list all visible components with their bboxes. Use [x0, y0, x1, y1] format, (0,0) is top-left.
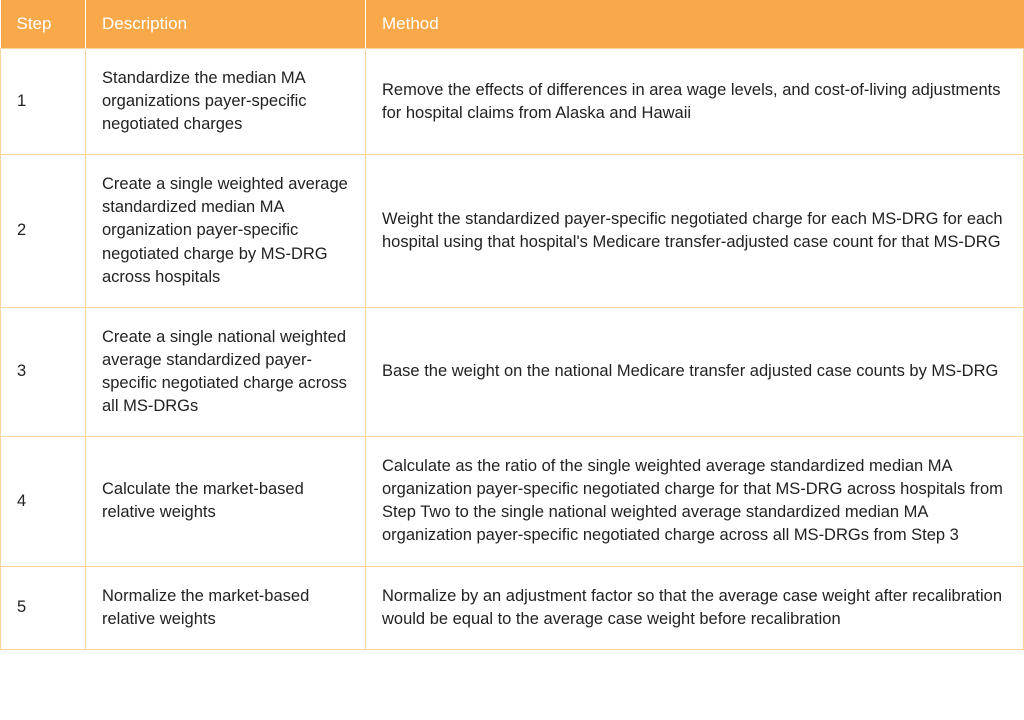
cell-description: Create a single national weighted averag…	[86, 307, 366, 436]
cell-description: Calculate the market-based relative weig…	[86, 437, 366, 566]
header-method: Method	[366, 0, 1024, 49]
cell-description: Create a single weighted average standar…	[86, 155, 366, 307]
table-row: 2 Create a single weighted average stand…	[1, 155, 1024, 307]
table-row: 4 Calculate the market-based relative we…	[1, 437, 1024, 566]
cell-step: 2	[1, 155, 86, 307]
cell-description: Standardize the median MA organizations …	[86, 49, 366, 155]
cell-step: 3	[1, 307, 86, 436]
table-row: 3 Create a single national weighted aver…	[1, 307, 1024, 436]
cell-method: Base the weight on the national Medicare…	[366, 307, 1024, 436]
cell-method: Weight the standardized payer-specific n…	[366, 155, 1024, 307]
cell-step: 4	[1, 437, 86, 566]
table-row: 1 Standardize the median MA organization…	[1, 49, 1024, 155]
cell-description: Normalize the market-based relative weig…	[86, 566, 366, 649]
table-header-row: Step Description Method	[1, 0, 1024, 49]
header-description: Description	[86, 0, 366, 49]
cell-method: Normalize by an adjustment factor so tha…	[366, 566, 1024, 649]
header-step: Step	[1, 0, 86, 49]
cell-step: 5	[1, 566, 86, 649]
steps-table: Step Description Method 1 Standardize th…	[0, 0, 1024, 650]
cell-method: Calculate as the ratio of the single wei…	[366, 437, 1024, 566]
cell-method: Remove the effects of differences in are…	[366, 49, 1024, 155]
cell-step: 1	[1, 49, 86, 155]
table-row: 5 Normalize the market-based relative we…	[1, 566, 1024, 649]
